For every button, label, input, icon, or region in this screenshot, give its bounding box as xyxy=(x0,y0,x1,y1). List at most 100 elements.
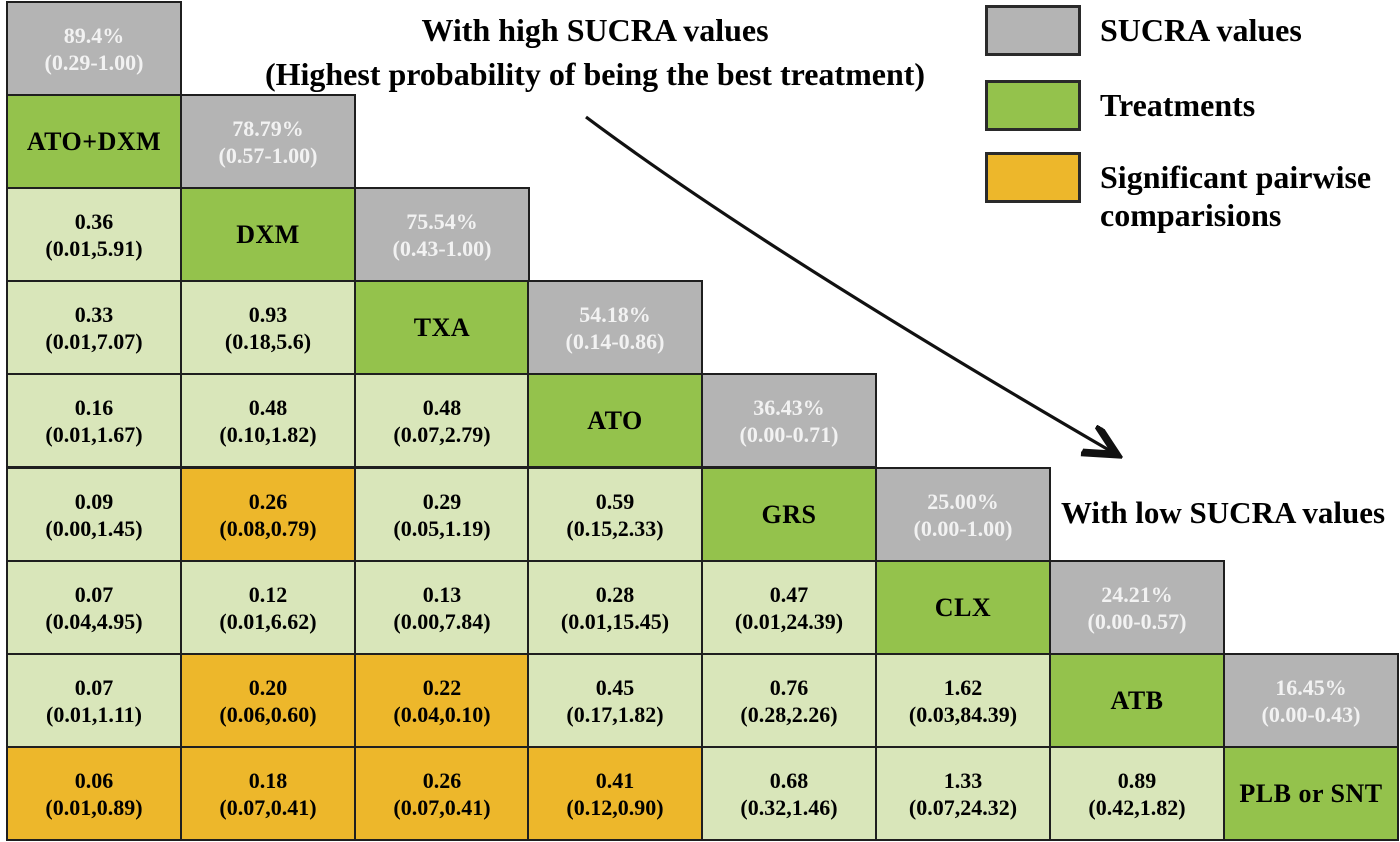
cell-interval: (0.04,4.95) xyxy=(45,608,143,634)
high-sucra-annotation-line2: (Highest probability of being the best t… xyxy=(264,56,926,92)
comparison-cell: 0.12 (0.01,6.62) xyxy=(180,560,356,655)
cell-interval: (0.06,0.60) xyxy=(219,701,317,727)
cell-value: 0.07 xyxy=(74,674,114,700)
comparison-cell: 0.16 (0.01,1.67) xyxy=(6,373,182,468)
low-sucra-annotation: With low SUCRA values xyxy=(1060,495,1386,530)
comparison-cell: 0.48 (0.07,2.79) xyxy=(354,373,530,468)
cell-value: 1.33 xyxy=(943,767,983,793)
cell-value: 0.06 xyxy=(74,767,114,793)
significant-comparison-cell: 0.20 (0.06,0.60) xyxy=(180,653,356,748)
high-sucra-annotation: With high SUCRA values (Highest probabil… xyxy=(195,8,995,96)
cell-interval: (0.01,7.07) xyxy=(45,328,143,354)
comparison-cell: 0.48 (0.10,1.82) xyxy=(180,373,356,468)
cell-interval: (0.04,0.10) xyxy=(393,701,491,727)
cell-interval: (0.01,1.67) xyxy=(45,421,143,447)
legend-label-treatments: Treatments xyxy=(1100,87,1256,123)
cell-interval: (0.17,1.82) xyxy=(566,701,664,727)
significant-comparison-cell: 0.41 (0.12,0.90) xyxy=(527,746,703,841)
cell-value: 36.43% xyxy=(753,394,825,420)
cell-interval: (0.01,0.89) xyxy=(45,794,143,820)
treatment-cell: ATB xyxy=(1049,653,1225,748)
cell-value: ATO xyxy=(587,406,643,435)
sucra-cell: 54.18% (0.14-0.86) xyxy=(527,280,703,375)
cell-interval: (0.01,6.62) xyxy=(219,608,317,634)
comparison-cell: 0.07 (0.01,1.11) xyxy=(6,653,182,748)
cell-value: 0.16 xyxy=(74,394,114,420)
comparison-cell: 0.89 (0.42,1.82) xyxy=(1049,746,1225,841)
cell-value: 0.28 xyxy=(595,581,635,607)
comparison-cell: 0.93 (0.18,5.6) xyxy=(180,280,356,375)
cell-value: CLX xyxy=(934,593,992,622)
cell-interval: (0.01,5.91) xyxy=(45,235,143,261)
significant-swatch-icon xyxy=(985,152,1081,203)
cell-interval: (0.10,1.82) xyxy=(219,421,317,447)
treatment-cell: CLX xyxy=(875,560,1051,655)
cell-interval: (0.01,24.39) xyxy=(734,608,844,634)
cell-value: DXM xyxy=(236,220,300,249)
significant-comparison-cell: 0.22 (0.04,0.10) xyxy=(354,653,530,748)
cell-interval: (0.05,1.19) xyxy=(393,515,491,541)
legend-label-sucra: SUCRA values xyxy=(1100,12,1302,48)
cell-interval: (0.28,2.26) xyxy=(740,701,838,727)
cell-value: 0.12 xyxy=(248,581,288,607)
comparison-cell: 1.62 (0.03,84.39) xyxy=(875,653,1051,748)
cell-value: 0.48 xyxy=(422,394,462,420)
cell-value: 16.45% xyxy=(1275,674,1347,700)
cell-interval: (0.18,5.6) xyxy=(224,328,312,354)
cell-interval: (0.00-0.71) xyxy=(739,421,839,447)
cell-value: 0.41 xyxy=(595,767,635,793)
comparison-cell: 0.76 (0.28,2.26) xyxy=(701,653,877,748)
significant-comparison-cell: 0.06 (0.01,0.89) xyxy=(6,746,182,841)
cell-value: ATO+DXM xyxy=(26,127,162,156)
significant-comparison-cell: 0.26 (0.08,0.79) xyxy=(180,467,356,562)
comparison-cell: 0.29 (0.05,1.19) xyxy=(354,467,530,562)
treatment-cell: ATO+DXM xyxy=(6,94,182,189)
comparison-cell: 0.59 (0.15,2.33) xyxy=(527,467,703,562)
sucra-swatch-icon xyxy=(985,5,1081,56)
cell-value: 0.26 xyxy=(422,767,462,793)
high-sucra-annotation-line1: With high SUCRA values xyxy=(421,12,769,48)
cell-value: 0.47 xyxy=(769,581,809,607)
cell-interval: (0.07,0.41) xyxy=(219,794,317,820)
cell-value: 78.79% xyxy=(232,115,304,141)
cell-interval: (0.15,2.33) xyxy=(566,515,664,541)
treatment-cell: PLB or SNT xyxy=(1223,746,1399,841)
comparison-cell: 0.13 (0.00,7.84) xyxy=(354,560,530,655)
legend-item-treatments: Treatments xyxy=(985,80,1255,131)
significant-comparison-cell: 0.18 (0.07,0.41) xyxy=(180,746,356,841)
cell-interval: (0.08,0.79) xyxy=(219,515,317,541)
treatment-cell: DXM xyxy=(180,187,356,282)
cell-interval: (0.43-1.00) xyxy=(392,235,492,261)
cell-interval: (0.14-0.86) xyxy=(565,328,665,354)
comparison-cell: 0.33 (0.01,7.07) xyxy=(6,280,182,375)
sucra-cell: 25.00% (0.00-1.00) xyxy=(875,467,1051,562)
cell-interval: (0.00-0.43) xyxy=(1261,701,1361,727)
sucra-cell: 75.54% (0.43-1.00) xyxy=(354,187,530,282)
cell-value: 54.18% xyxy=(579,301,651,327)
comparison-cell: 0.36 (0.01,5.91) xyxy=(6,187,182,282)
sucra-cell: 16.45% (0.00-0.43) xyxy=(1223,653,1399,748)
sucra-cell: 78.79% (0.57-1.00) xyxy=(180,94,356,189)
cell-value: 0.45 xyxy=(595,674,635,700)
cell-interval: (0.42,1.82) xyxy=(1088,794,1186,820)
sucra-cell: 89.4% (0.29-1.00) xyxy=(6,1,182,96)
cell-value: 0.26 xyxy=(248,488,288,514)
cell-value: 0.09 xyxy=(74,488,114,514)
comparison-cell: 0.45 (0.17,1.82) xyxy=(527,653,703,748)
cell-value: 0.33 xyxy=(74,301,114,327)
cell-value: 75.54% xyxy=(406,208,478,234)
cell-interval: (0.32,1.46) xyxy=(740,794,838,820)
cell-interval: (0.00-0.57) xyxy=(1087,608,1187,634)
cell-value: 0.93 xyxy=(248,301,288,327)
cell-value: GRS xyxy=(761,500,817,529)
cell-value: TXA xyxy=(413,313,471,342)
cell-value: 0.07 xyxy=(74,581,114,607)
cell-value: 0.29 xyxy=(422,488,462,514)
cell-interval: (0.03,84.39) xyxy=(908,701,1018,727)
treatment-cell: GRS xyxy=(701,467,877,562)
legend-item-sucra: SUCRA values xyxy=(985,5,1302,56)
sucra-cell: 36.43% (0.00-0.71) xyxy=(701,373,877,468)
comparison-cell: 0.07 (0.04,4.95) xyxy=(6,560,182,655)
cell-value: 0.18 xyxy=(248,767,288,793)
cell-value: 0.59 xyxy=(595,488,635,514)
